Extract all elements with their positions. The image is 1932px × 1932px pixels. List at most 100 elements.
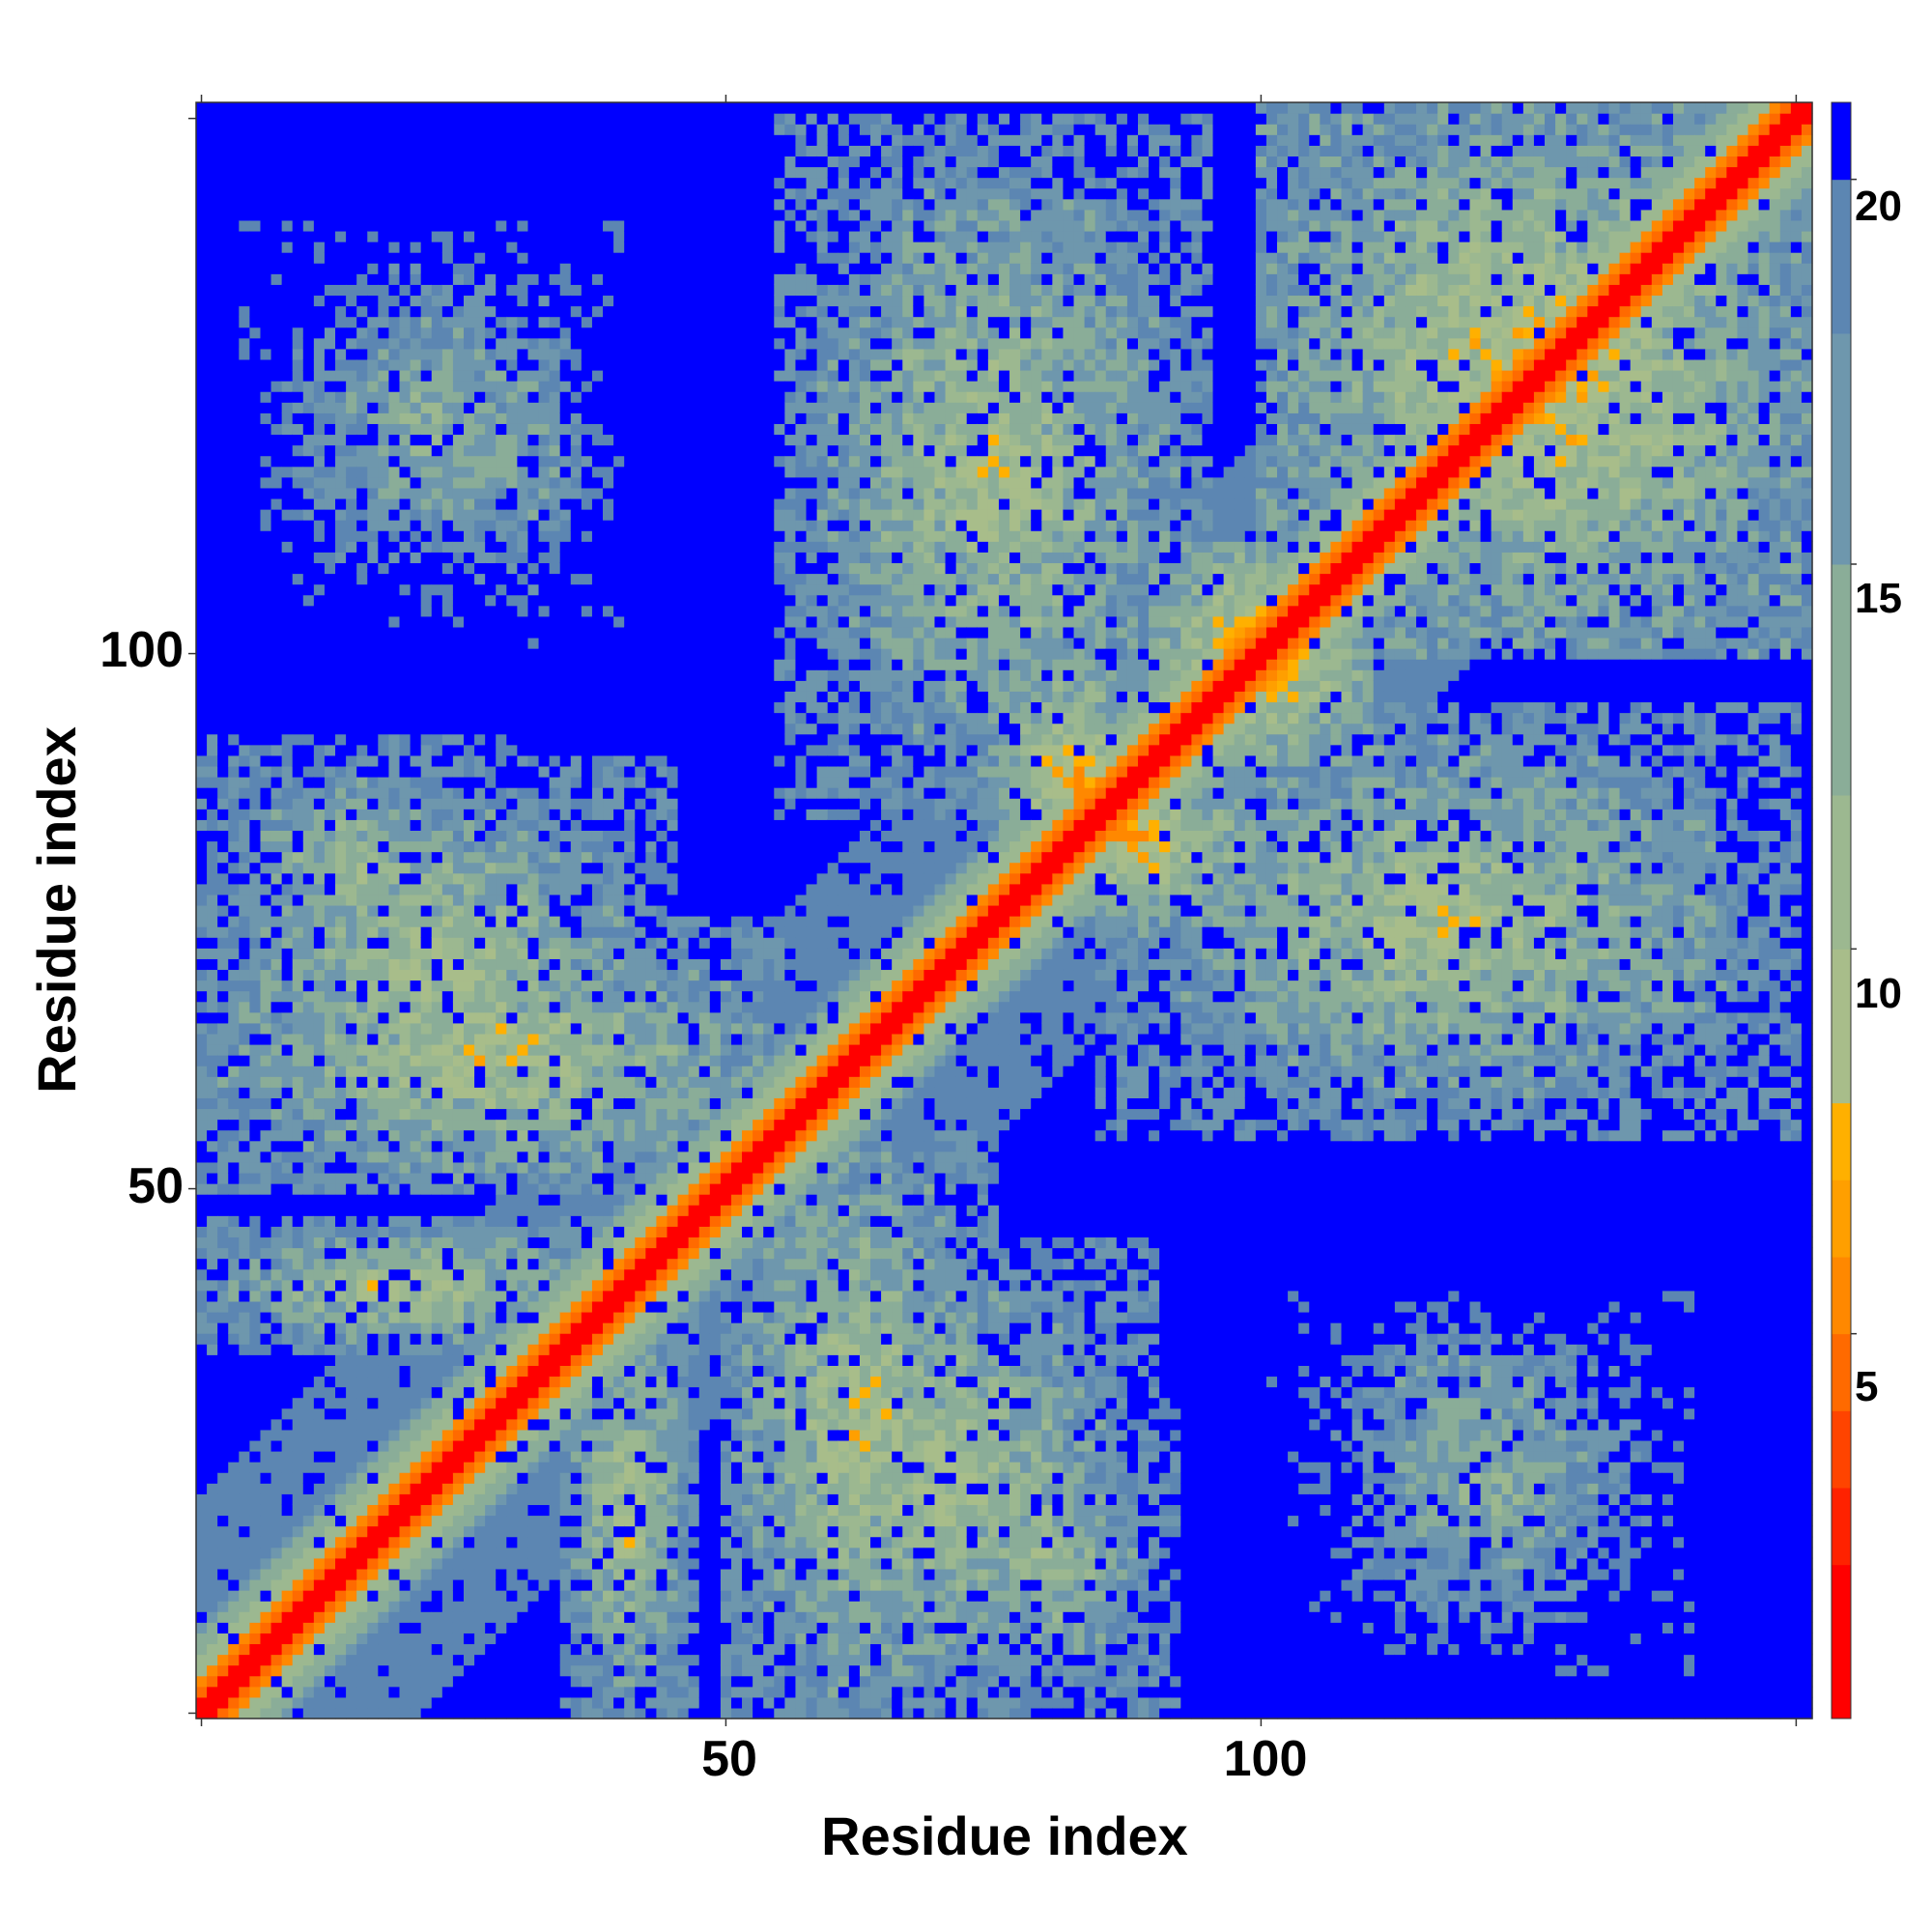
heatmap-cell	[281, 316, 294, 328]
heatmap-cell	[463, 230, 475, 242]
heatmap-cell	[485, 1429, 497, 1441]
heatmap-cell	[506, 541, 518, 553]
heatmap-cell	[452, 145, 465, 156]
heatmap-cell	[527, 145, 540, 156]
heatmap-cell	[527, 615, 540, 628]
heatmap-cell	[228, 562, 240, 575]
heatmap-cell	[378, 883, 390, 895]
heatmap-cell	[378, 948, 390, 959]
heatmap-cell	[485, 541, 497, 553]
heatmap-cell	[335, 1707, 347, 1719]
heatmap-cell	[346, 723, 357, 735]
heatmap-cell	[249, 1247, 262, 1260]
heatmap-cell	[228, 1236, 240, 1249]
heatmap-cell	[410, 1525, 422, 1538]
heatmap-cell	[249, 509, 262, 521]
heatmap-cell	[420, 1622, 433, 1634]
heatmap-cell	[217, 187, 229, 200]
heatmap-cell	[431, 990, 443, 1003]
heatmap-cell	[239, 926, 250, 938]
heatmap-cell	[527, 316, 540, 328]
heatmap-cell	[420, 680, 433, 692]
heatmap-cell	[538, 134, 551, 146]
heatmap-cell	[356, 1611, 368, 1623]
heatmap-cell	[228, 1504, 240, 1517]
heatmap-cell	[431, 883, 443, 895]
heatmap-cell	[388, 230, 401, 242]
heatmap-cell	[196, 1418, 208, 1431]
heatmap-cell	[324, 273, 336, 285]
heatmap-cell	[302, 1129, 315, 1142]
heatmap-cell	[281, 1065, 294, 1077]
heatmap-cell	[228, 1365, 240, 1378]
heatmap-cell	[228, 765, 240, 778]
heatmap-cell	[527, 412, 540, 424]
heatmap-cell	[420, 809, 433, 820]
heatmap-cell	[538, 862, 551, 874]
heatmap-cell	[367, 273, 379, 285]
heatmap-cell	[249, 434, 262, 446]
heatmap-cell	[239, 1707, 250, 1719]
heatmap-cell	[388, 423, 401, 436]
heatmap-cell	[452, 583, 465, 596]
heatmap-cell	[538, 1205, 551, 1216]
heatmap-cell	[388, 809, 401, 820]
heatmap-cell	[228, 1462, 240, 1473]
heatmap-cell	[346, 1258, 357, 1270]
heatmap-cell	[249, 1183, 262, 1195]
heatmap-cell	[367, 840, 379, 853]
heatmap-cell	[324, 1462, 336, 1473]
heatmap-cell	[281, 1707, 294, 1719]
heatmap-cell	[302, 1140, 315, 1152]
heatmap-cell	[207, 1161, 218, 1174]
heatmap-cell	[313, 1451, 326, 1463]
heatmap-cell	[410, 659, 422, 670]
heatmap-cell	[441, 305, 454, 318]
heatmap-cell	[260, 926, 272, 938]
heatmap-cell	[302, 958, 315, 971]
heatmap-cell	[346, 1557, 357, 1570]
heatmap-cell	[260, 1590, 272, 1602]
heatmap-cell	[292, 509, 304, 521]
heatmap-cell	[496, 487, 507, 499]
heatmap-cell	[431, 926, 443, 938]
heatmap-cell	[260, 1654, 272, 1666]
heatmap-cell	[367, 541, 379, 553]
heatmap-cell	[367, 1386, 379, 1399]
heatmap-cell	[463, 412, 475, 424]
heatmap-cell	[335, 1022, 347, 1035]
heatmap-cell	[228, 1011, 240, 1024]
heatmap-cell	[431, 1087, 443, 1098]
heatmap-cell	[260, 851, 272, 864]
heatmap-cell	[249, 615, 262, 628]
heatmap-cell	[463, 1515, 475, 1527]
heatmap-cell	[324, 819, 336, 831]
heatmap-cell	[496, 273, 507, 285]
heatmap-cell	[313, 777, 326, 788]
heatmap-cell	[270, 209, 283, 221]
heatmap-cell	[324, 497, 336, 510]
heatmap-cell	[292, 369, 304, 382]
heatmap-cell	[463, 476, 475, 489]
heatmap-cell	[302, 1344, 315, 1355]
heatmap-cell	[388, 1129, 401, 1142]
heatmap-cell	[324, 1161, 336, 1174]
heatmap-cell	[292, 1397, 304, 1409]
heatmap-cell	[452, 1451, 465, 1463]
heatmap-cell	[452, 723, 465, 735]
heatmap-cell	[367, 669, 379, 681]
heatmap-cell	[367, 615, 379, 628]
heatmap-cell	[527, 777, 540, 788]
heatmap-cell	[324, 1654, 336, 1666]
heatmap-cell	[324, 1290, 336, 1302]
heatmap-cell	[324, 1322, 336, 1334]
heatmap-cell	[388, 509, 401, 521]
heatmap-cell	[463, 980, 475, 992]
heatmap-cell	[356, 573, 368, 585]
heatmap-cell	[228, 883, 240, 895]
heatmap-cell	[367, 1333, 379, 1345]
heatmap-cell	[367, 937, 379, 949]
heatmap-cell	[474, 102, 486, 114]
heatmap-cell	[485, 904, 497, 917]
heatmap-cell	[249, 1696, 262, 1709]
